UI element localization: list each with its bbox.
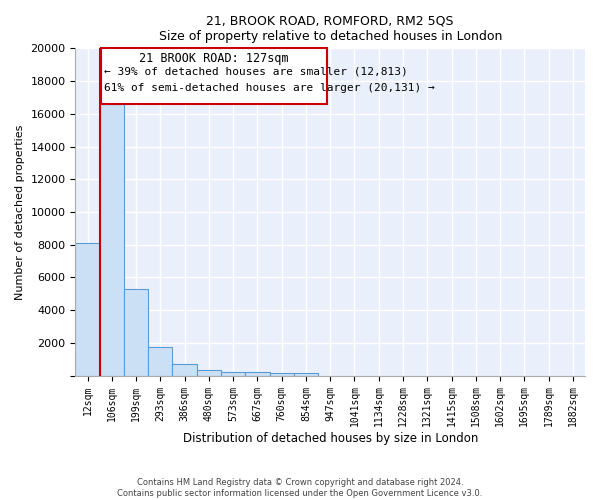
Bar bbox=[221, 372, 245, 376]
Text: ← 39% of detached houses are smaller (12,813): ← 39% of detached houses are smaller (12… bbox=[104, 66, 407, 76]
Y-axis label: Number of detached properties: Number of detached properties bbox=[15, 124, 25, 300]
Bar bbox=[100, 104, 124, 376]
Bar bbox=[148, 347, 172, 376]
Bar bbox=[172, 364, 197, 376]
Title: 21, BROOK ROAD, ROMFORD, RM2 5QS
Size of property relative to detached houses in: 21, BROOK ROAD, ROMFORD, RM2 5QS Size of… bbox=[158, 15, 502, 43]
Bar bbox=[197, 370, 221, 376]
Text: Contains HM Land Registry data © Crown copyright and database right 2024.
Contai: Contains HM Land Registry data © Crown c… bbox=[118, 478, 482, 498]
Text: 21 BROOK ROAD: 127sqm: 21 BROOK ROAD: 127sqm bbox=[139, 52, 289, 64]
Bar bbox=[269, 373, 294, 376]
X-axis label: Distribution of detached houses by size in London: Distribution of detached houses by size … bbox=[182, 432, 478, 445]
Bar bbox=[245, 372, 269, 376]
Bar bbox=[294, 374, 318, 376]
FancyBboxPatch shape bbox=[101, 48, 327, 104]
Bar bbox=[76, 243, 100, 376]
Text: 61% of semi-detached houses are larger (20,131) →: 61% of semi-detached houses are larger (… bbox=[104, 82, 434, 92]
Bar bbox=[124, 289, 148, 376]
